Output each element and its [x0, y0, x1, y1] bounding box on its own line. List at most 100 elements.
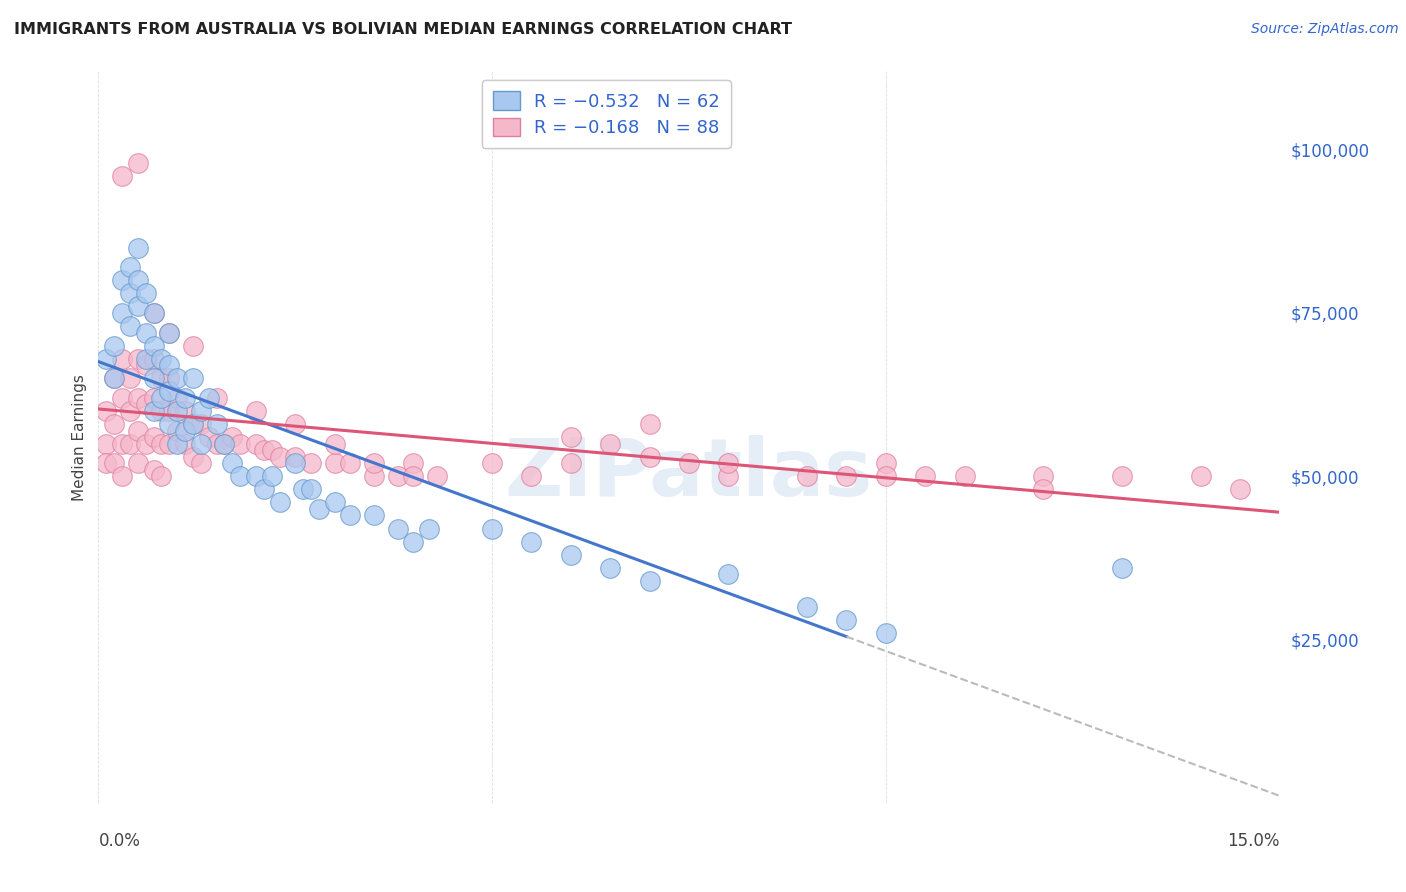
Point — [253, 483, 276, 497]
Point — [142, 351, 165, 366]
Point — [96, 404, 118, 418]
Point — [150, 371, 173, 385]
Point — [190, 456, 212, 470]
Point — [245, 469, 267, 483]
Point — [111, 306, 134, 320]
Point — [269, 450, 291, 464]
Point — [323, 456, 346, 470]
Point — [599, 560, 621, 574]
Point — [142, 306, 165, 320]
Point — [142, 306, 165, 320]
Point — [181, 417, 204, 431]
Point — [284, 450, 307, 464]
Point — [363, 508, 385, 523]
Point — [150, 404, 173, 418]
Point — [796, 469, 818, 483]
Point — [560, 548, 582, 562]
Point — [418, 521, 440, 535]
Point — [157, 358, 180, 372]
Point — [111, 273, 134, 287]
Point — [127, 456, 149, 470]
Point — [835, 613, 858, 627]
Point — [481, 456, 503, 470]
Point — [166, 436, 188, 450]
Point — [253, 443, 276, 458]
Point — [599, 436, 621, 450]
Point — [339, 456, 361, 470]
Point — [835, 469, 858, 483]
Point — [1032, 469, 1054, 483]
Point — [205, 417, 228, 431]
Point — [142, 371, 165, 385]
Point — [190, 417, 212, 431]
Point — [157, 404, 180, 418]
Point — [323, 495, 346, 509]
Point — [214, 436, 236, 450]
Point — [142, 338, 165, 352]
Point — [157, 371, 180, 385]
Point — [127, 351, 149, 366]
Point — [197, 391, 219, 405]
Point — [135, 351, 157, 366]
Point — [426, 469, 449, 483]
Point — [135, 358, 157, 372]
Point — [103, 338, 125, 352]
Point — [142, 463, 165, 477]
Point — [284, 456, 307, 470]
Point — [520, 534, 543, 549]
Point — [150, 351, 173, 366]
Point — [111, 436, 134, 450]
Text: 15.0%: 15.0% — [1227, 832, 1279, 850]
Point — [292, 483, 315, 497]
Point — [560, 456, 582, 470]
Point — [875, 469, 897, 483]
Point — [157, 436, 180, 450]
Point — [481, 521, 503, 535]
Point — [111, 169, 134, 183]
Point — [96, 351, 118, 366]
Point — [111, 391, 134, 405]
Point — [96, 456, 118, 470]
Point — [269, 495, 291, 509]
Point — [96, 436, 118, 450]
Point — [166, 391, 188, 405]
Point — [157, 417, 180, 431]
Point — [118, 371, 141, 385]
Point — [181, 338, 204, 352]
Text: IMMIGRANTS FROM AUSTRALIA VS BOLIVIAN MEDIAN EARNINGS CORRELATION CHART: IMMIGRANTS FROM AUSTRALIA VS BOLIVIAN ME… — [14, 22, 792, 37]
Point — [875, 626, 897, 640]
Point — [205, 436, 228, 450]
Point — [103, 371, 125, 385]
Point — [118, 260, 141, 275]
Point — [205, 391, 228, 405]
Point — [221, 456, 243, 470]
Point — [111, 351, 134, 366]
Point — [118, 404, 141, 418]
Point — [118, 319, 141, 334]
Point — [135, 286, 157, 301]
Point — [174, 391, 197, 405]
Point — [221, 430, 243, 444]
Point — [142, 391, 165, 405]
Point — [181, 450, 204, 464]
Point — [127, 273, 149, 287]
Point — [914, 469, 936, 483]
Point — [127, 391, 149, 405]
Point — [157, 384, 180, 399]
Point — [299, 456, 322, 470]
Point — [1111, 469, 1133, 483]
Point — [717, 567, 740, 582]
Point — [135, 326, 157, 340]
Point — [127, 241, 149, 255]
Text: Source: ZipAtlas.com: Source: ZipAtlas.com — [1251, 22, 1399, 37]
Point — [135, 436, 157, 450]
Point — [111, 469, 134, 483]
Point — [678, 456, 700, 470]
Point — [1229, 483, 1251, 497]
Point — [284, 417, 307, 431]
Point — [245, 404, 267, 418]
Point — [363, 456, 385, 470]
Point — [118, 436, 141, 450]
Point — [103, 456, 125, 470]
Point — [127, 300, 149, 314]
